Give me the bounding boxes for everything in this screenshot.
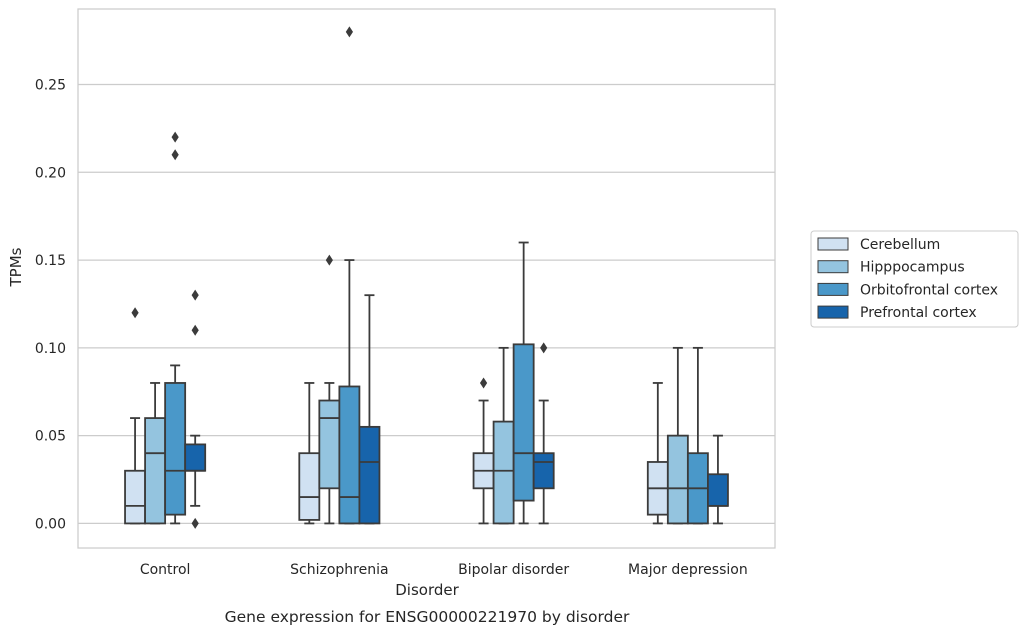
box-series [124,26,729,529]
legend-swatch [817,237,849,251]
box-body [532,452,555,490]
box-body [144,417,167,525]
box [512,241,535,525]
box-body [492,420,515,525]
box [472,377,495,525]
x-tick-label: Schizophrenia [290,562,388,578]
box [298,382,321,525]
series-cerebellum [124,307,669,525]
outlier-point [345,26,353,38]
legend-label: Prefrontal cortex [860,305,977,321]
box [646,382,669,525]
box [164,131,187,525]
legend-label: Orbitofrontal cortex [860,282,998,298]
legend-swatch [817,260,849,274]
outlier-point [171,131,179,143]
box-body [124,469,146,525]
box-body [666,434,689,525]
box [707,434,729,525]
legend-frame [810,230,1019,328]
outlier-point [191,289,199,301]
outlier-point [540,342,548,354]
x-tick-label: Major depression [628,562,748,578]
outlier-point [191,517,199,529]
box-body [707,473,729,507]
box [492,346,515,525]
outlier-point [479,377,488,389]
y-axis-ticks: 0.00 0.05 0.10 0.15 0.20 0.25 [35,77,66,532]
y-tick-label: 0.15 [35,253,66,269]
series-prefrontal-cortex [184,289,729,529]
x-axis-ticks: Control Schizophrenia Bipolar disorder Majo… [140,562,748,578]
box [338,26,361,525]
y-tick-label: 0.00 [35,516,66,532]
legend-label: Hipppocampus [860,260,965,276]
box-body [298,452,321,521]
outlier-point [325,254,333,266]
y-tick-label: 0.10 [35,341,66,357]
outlier-point [131,307,139,319]
legend-swatch [817,305,849,319]
x-axis-label: Disorder [395,581,459,599]
legend: Cerebellum Hipppocampus Orbitofrontal cort… [810,230,1019,328]
outlier-point [191,324,199,336]
series-hipppocampus [144,254,689,525]
box-body [184,443,207,472]
box [144,382,167,525]
y-tick-label: 0.05 [35,429,66,445]
box-body [318,399,341,490]
box [318,254,341,525]
y-axis-label: TPMs [7,247,25,287]
series-orbitofrontal-cortex [164,26,709,525]
box [184,289,207,529]
x-tick-label: Control [140,562,191,578]
box-body [358,425,381,525]
legend-swatch [817,282,849,296]
box [532,342,555,525]
y-tick-label: 0.25 [35,77,66,93]
plot-area-frame [77,8,776,549]
y-tick-label: 0.20 [35,165,66,181]
box-body [164,382,187,516]
x-tick-label: Bipolar disorder [458,562,569,578]
legend-label: Cerebellum [860,237,940,253]
box [686,346,709,525]
box [666,346,689,525]
outlier-point [171,149,179,161]
box [358,294,381,525]
box-body [338,385,361,525]
box-body [512,343,535,502]
box [124,307,146,525]
chart-caption: Gene expression for ENSG00000221970 by d… [225,608,630,626]
